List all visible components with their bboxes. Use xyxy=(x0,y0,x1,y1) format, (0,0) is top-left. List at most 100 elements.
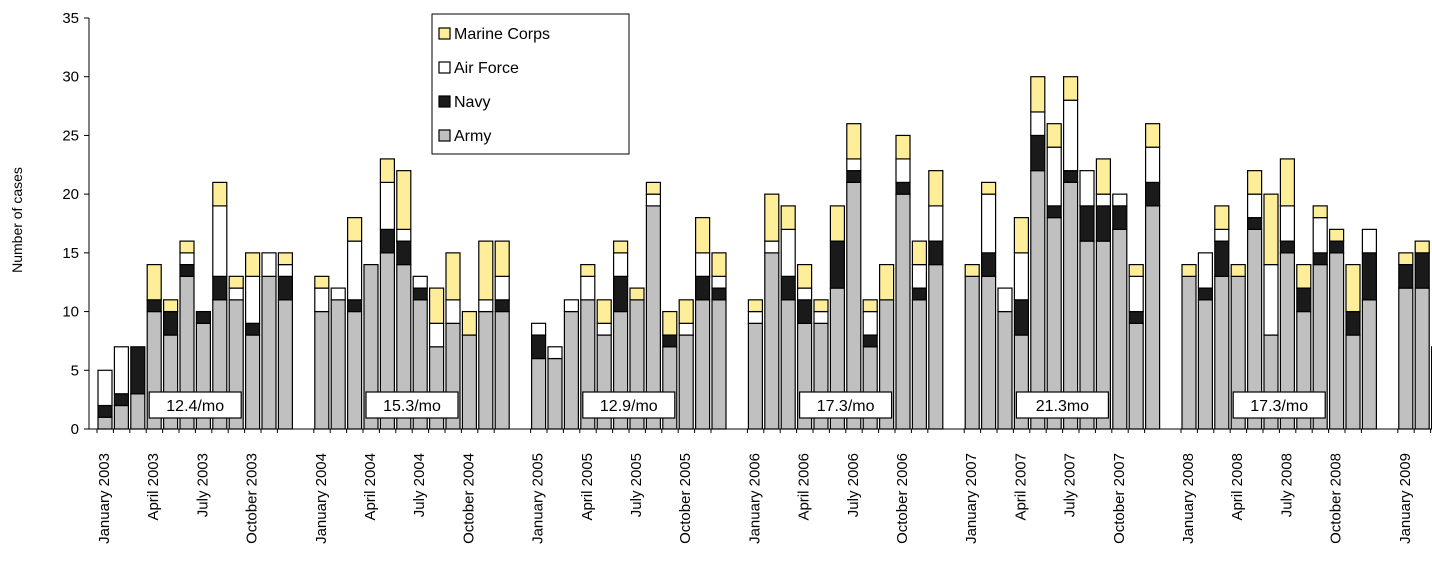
bar-segment-marine-corps xyxy=(911,240,928,266)
annotations: 12.4/mo 15.3/mo 12.9/mo 17.3/mo 21.3mo 17.3/m… xyxy=(148,391,1326,419)
bar-segment-air-force xyxy=(1030,111,1046,137)
bar-segment-air-force xyxy=(796,287,813,301)
bar-segment-army xyxy=(347,310,363,430)
bar-segment-marine-corps xyxy=(379,158,395,184)
bar-segment-army xyxy=(530,357,547,430)
bar-segment-navy xyxy=(911,287,928,301)
x-tick-label: July 2006 xyxy=(845,453,862,517)
bar-segment-air-force xyxy=(347,240,363,301)
bar-segment-marine-corps xyxy=(478,240,494,301)
bar-segment-air-force xyxy=(580,275,596,301)
bar-segment-navy xyxy=(379,228,395,254)
bar-segment-army xyxy=(1030,170,1046,430)
bar-segment-navy xyxy=(662,334,678,348)
bar-segment-army xyxy=(245,334,261,430)
legend: Marine Corps Air Force Navy Army xyxy=(431,13,630,155)
rate-annotation-box xyxy=(365,391,459,419)
bar-segment-marine-corps xyxy=(629,287,645,301)
bar-segment-marine-corps xyxy=(1214,205,1230,230)
bar-segment-marine-corps xyxy=(347,217,363,242)
bar-segment-air-force xyxy=(1046,146,1062,207)
bar-segment-air-force xyxy=(445,299,461,324)
bar-segment-navy xyxy=(1361,252,1378,301)
x-tick-label: April 2005 xyxy=(579,453,596,521)
bar-segment-air-force xyxy=(1263,264,1279,336)
bar-segment-marine-corps xyxy=(1398,252,1414,266)
x-tick-label: October 2007 xyxy=(1111,453,1128,544)
bar-segment-navy xyxy=(245,322,261,336)
bar-segment-navy xyxy=(212,275,228,301)
bar-segment-navy xyxy=(1414,252,1430,289)
bar-segment-marine-corps xyxy=(1144,123,1161,148)
bar-segment-navy xyxy=(1046,205,1062,219)
x-tick-label: July 2008 xyxy=(1278,453,1295,517)
bar-segment-air-force xyxy=(928,205,944,242)
bar-segment-navy xyxy=(195,310,211,324)
bar-segment-air-force xyxy=(596,322,612,336)
bar-segment-air-force xyxy=(277,264,293,277)
bar-segment-army xyxy=(1414,287,1430,430)
legend-swatch-navy xyxy=(438,95,451,108)
bar-segment-air-force xyxy=(379,181,395,230)
bar-segment-army xyxy=(1128,322,1144,430)
x-tick-label: January 2005 xyxy=(530,453,547,544)
bar-segment-navy xyxy=(277,275,293,301)
bar-segment-navy xyxy=(1112,205,1128,230)
bar-segment-army xyxy=(261,275,277,430)
bar-segment-air-force xyxy=(494,275,510,301)
bar-segment-air-force xyxy=(478,299,494,313)
bar-segment-marine-corps xyxy=(895,134,911,160)
bar-segment-marine-corps xyxy=(212,181,228,207)
bar-segment-marine-corps xyxy=(1246,170,1263,195)
bar-segment-marine-corps xyxy=(980,181,997,195)
bar-segment-navy xyxy=(694,275,711,301)
bar-segment-air-force xyxy=(1312,217,1328,254)
x-tick-label: January 2008 xyxy=(1180,453,1197,544)
bar-segment-navy xyxy=(612,275,629,313)
legend-label: Marine Corps xyxy=(454,26,550,43)
bar-segment-navy xyxy=(1013,299,1030,336)
bar-segment-navy xyxy=(1030,134,1046,172)
x-tick-label: January 2004 xyxy=(313,453,330,544)
bar-segment-army xyxy=(1112,228,1128,430)
bar-segment-air-force xyxy=(1128,275,1144,313)
bar-segment-army xyxy=(547,357,563,430)
bar-segment-navy xyxy=(396,240,412,266)
bar-segment-navy xyxy=(530,334,547,360)
bar-segment-air-force xyxy=(1144,146,1161,184)
bar-segment-air-force xyxy=(980,193,997,254)
bar-segment-army xyxy=(130,393,146,430)
bar-segment-air-force xyxy=(813,310,829,324)
bar-segment-marine-corps xyxy=(179,240,195,254)
bar-segment-navy xyxy=(1197,287,1214,301)
bar-segment-air-force xyxy=(330,287,346,301)
x-tick-label: October 2004 xyxy=(460,453,477,544)
x-tick-label: October 2006 xyxy=(894,453,911,544)
bar-segment-marine-corps xyxy=(711,252,727,277)
x-tick-label: January 2009 xyxy=(1397,453,1414,544)
bar-segment-marine-corps xyxy=(1279,158,1296,207)
bar-segment-marine-corps xyxy=(494,240,510,277)
x-tick-label: January 2007 xyxy=(963,453,980,544)
bar-segment-marine-corps xyxy=(228,275,244,289)
rate-annotation: 17.3/mo xyxy=(1250,398,1308,415)
x-tick-label: October 2003 xyxy=(244,453,261,544)
bar-segment-army xyxy=(363,264,379,430)
bar-segment-navy xyxy=(796,299,813,324)
bar-segment-air-force xyxy=(1062,99,1079,172)
y-tick-label: 10 xyxy=(62,304,79,321)
bar-segment-air-force xyxy=(212,205,228,277)
bar-segment-marine-corps xyxy=(796,264,813,289)
bar-segment-air-force xyxy=(113,346,130,395)
bar-segment-marine-corps xyxy=(928,170,944,207)
rate-annotation-box xyxy=(1015,391,1110,419)
bar-segment-navy xyxy=(928,240,944,266)
bar-segment-army xyxy=(911,299,928,430)
bar-segment-marine-corps xyxy=(461,310,477,336)
bar-segment-navy xyxy=(1345,310,1361,336)
bar-segment-navy xyxy=(347,299,363,313)
bar-segment-air-force xyxy=(895,158,911,184)
bar-segment-navy xyxy=(163,310,179,336)
x-tick-label: January 2003 xyxy=(96,453,113,544)
bar-segment-army xyxy=(1181,275,1197,430)
